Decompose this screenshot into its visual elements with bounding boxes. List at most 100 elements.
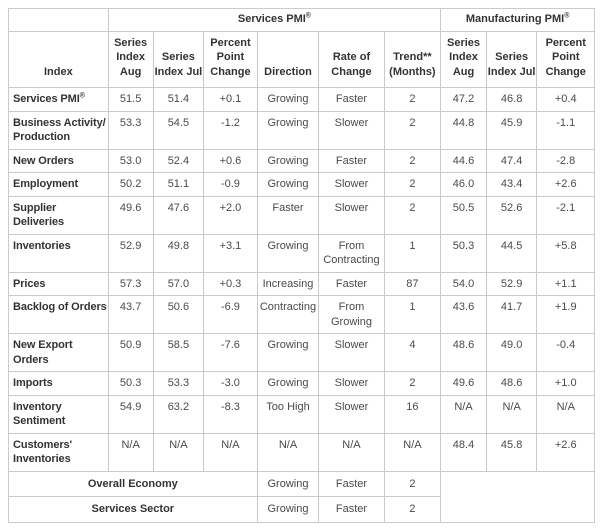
cell-mfg-percent-point-change: -2.1 [536,195,595,235]
cell-trend-months: 2 [383,110,442,150]
column-header-svc-percent-point-change: Percent Point Change [203,30,258,89]
cell-svc-series-index-aug: 50.9 [107,333,154,373]
cell-direction: Contracting [256,295,320,335]
table-row: Backlog of Orders 43.7 50.6 -6.9 Contracting… [8,295,595,335]
row-label: Imports [8,371,109,396]
cell-mfg-series-index-aug: 46.0 [440,172,487,197]
table-row: New Orders 53.0 52.4 +0.6 Growing Faster 2 44.6… [8,148,595,174]
cell-mfg-series-index-jul: 45.8 [485,432,538,472]
cell-svc-series-index-jul: 57.0 [152,271,205,297]
cell-svc-series-index-aug: 53.0 [107,148,154,174]
cell-svc-series-index-jul: 54.5 [152,110,205,150]
column-header-svc-series-index-aug: Series Index Aug [107,30,154,89]
cell-svc-series-index-jul: 47.6 [152,195,205,235]
cell-direction: Growing [256,148,320,174]
column-header-index: Index [8,30,109,89]
cell-direction: Growing [256,496,320,523]
cell-mfg-percent-point-change: +1.9 [536,295,595,335]
cell-direction: Growing [256,87,320,112]
cell-mfg-percent-point-change: +2.6 [536,172,595,197]
cell-trend-months: 4 [383,333,442,373]
cell-direction: Growing [256,233,320,273]
cell-svc-series-index-aug: 54.9 [107,394,154,434]
cell-svc-percent-point-change: +3.1 [203,233,258,273]
cell-mfg-series-index-aug: 44.8 [440,110,487,150]
cell-rate-of-change: From Growing [318,295,385,335]
cell-rate-of-change: Slower [318,394,385,434]
cell-svc-series-index-jul: 52.4 [152,148,205,174]
cell-rate-of-change: Slower [318,172,385,197]
row-label: Prices [8,271,109,297]
column-header-direction: Direction [256,30,320,89]
cell-svc-series-index-jul: N/A [152,432,205,472]
cell-rate-of-change: Faster [318,496,385,523]
summary-body: Overall Economy Growing Faster 2 Service… [8,470,595,523]
cell-mfg-percent-point-change: +2.6 [536,432,595,472]
cell-direction: Growing [256,172,320,197]
cell-svc-percent-point-change: +0.1 [203,87,258,112]
row-label: New Export Orders [8,333,109,373]
cell-svc-series-index-aug: 51.5 [107,87,154,112]
cell-direction: Growing [256,110,320,150]
cell-mfg-series-index-jul: 48.6 [485,371,538,396]
cell-mfg-series-index-aug: N/A [440,394,487,434]
blank-header-cell [8,8,109,32]
row-label-text: Business Activity/ Production [13,116,106,144]
table-row: Prices 57.3 57.0 +0.3 Increasing Faster 87 54.0… [8,271,595,297]
cell-mfg-series-index-aug: 48.6 [440,333,487,373]
summary-row-label: Overall Economy [8,470,258,498]
cell-trend-months: 2 [383,371,442,396]
row-label-text: Supplier Deliveries [13,201,64,229]
row-label-text: New Export Orders [13,339,73,366]
services-pmi-group-header: Services PMI® [107,8,442,32]
row-label: Customers' Inventories [8,432,109,472]
cell-svc-percent-point-change: -8.3 [203,394,258,434]
cell-svc-series-index-jul: 63.2 [152,394,205,434]
cell-rate-of-change: Slower [318,110,385,150]
cell-direction: N/A [256,432,320,472]
cell-mfg-series-index-jul: N/A [485,394,538,434]
cell-rate-of-change: Faster [318,271,385,297]
cell-rate-of-change: Faster [318,87,385,112]
cell-direction: Faster [256,195,320,235]
cell-trend-months: 2 [383,496,442,523]
cell-rate-of-change: Faster [318,470,385,498]
cell-trend-months: 87 [383,271,442,297]
cell-svc-percent-point-change: +2.0 [203,195,258,235]
table-row: New Export Orders 50.9 58.5 -7.6 Growing Slow… [8,333,595,373]
cell-svc-series-index-jul: 58.5 [152,333,205,373]
cell-mfg-series-index-jul: 45.9 [485,110,538,150]
cell-trend-months: 2 [383,148,442,174]
cell-svc-percent-point-change: -3.0 [203,371,258,396]
cell-trend-months: 2 [383,470,442,498]
cell-mfg-series-index-jul: 41.7 [485,295,538,335]
table-row: Imports 50.3 53.3 -3.0 Growing Slower 2 49.6 48.… [8,371,595,396]
column-header-svc-series-index-jul: Series Index Jul [152,30,205,89]
cell-svc-series-index-jul: 49.8 [152,233,205,273]
cell-svc-percent-point-change: -1.2 [203,110,258,150]
cell-trend-months: 2 [383,87,442,112]
table-row: Services PMI® 51.5 51.4 +0.1 Growing Faster 2 4… [8,87,595,112]
cell-mfg-series-index-jul: 52.9 [485,271,538,297]
row-label-text: Services PMI [13,93,80,106]
row-label: Business Activity/ Production [8,110,109,150]
cell-svc-series-index-jul: 51.1 [152,172,205,197]
column-header-row: Index Series Index Aug Series Index Jul … [8,30,595,89]
manufacturing-pmi-group-header: Manufacturing PMI® [440,8,595,32]
cell-trend-months: N/A [383,432,442,472]
cell-mfg-series-index-aug: 50.3 [440,233,487,273]
cell-svc-percent-point-change: +0.6 [203,148,258,174]
cell-mfg-percent-point-change: -0.4 [536,333,595,373]
registered-mark: ® [305,12,311,20]
cell-mfg-series-index-jul: 44.5 [485,233,538,273]
cell-svc-percent-point-change: N/A [203,432,258,472]
cell-svc-percent-point-change: +0.3 [203,271,258,297]
row-label-text: Inventories [13,239,71,252]
table-body: Services PMI® 51.5 51.4 +0.1 Growing Faster 2 4… [8,87,595,472]
row-label-text: Inventory Sentiment [13,400,66,428]
cell-direction: Too High [256,394,320,434]
cell-mfg-series-index-jul: 52.6 [485,195,538,235]
row-label: New Orders [8,148,109,174]
row-label-text: Prices [13,277,46,290]
cell-svc-percent-point-change: -0.9 [203,172,258,197]
